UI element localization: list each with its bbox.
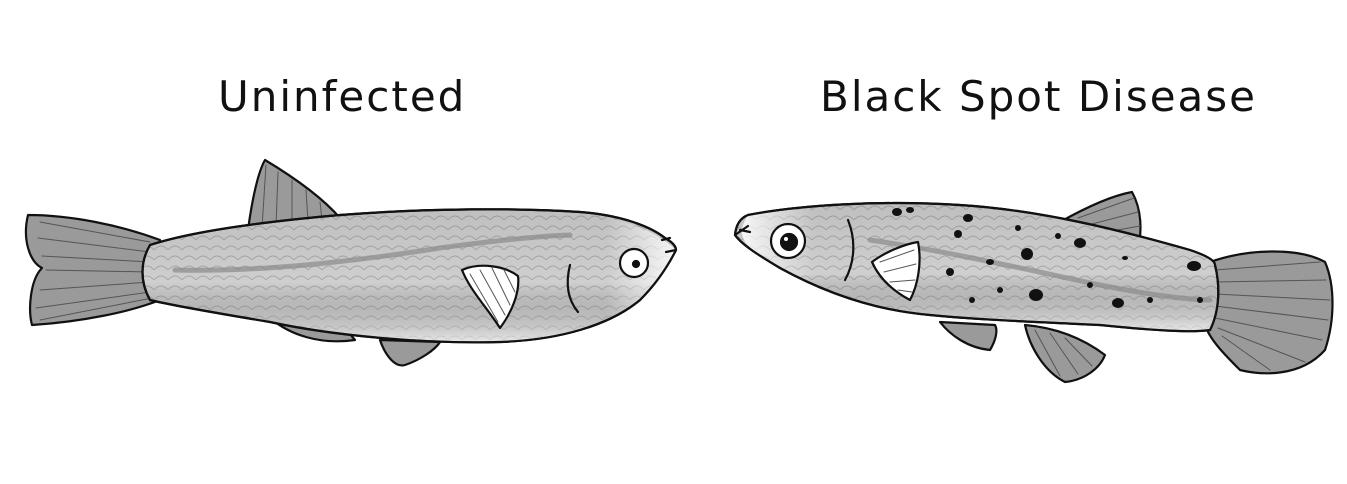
black-spot-icon — [892, 207, 1203, 308]
uninfected-fish-icon — [24, 158, 678, 367]
infected-fish-icon — [733, 190, 1334, 384]
black-spot-disease-label: Black Spot Disease — [820, 72, 1258, 121]
uninfected-label: Uninfected — [218, 72, 467, 121]
